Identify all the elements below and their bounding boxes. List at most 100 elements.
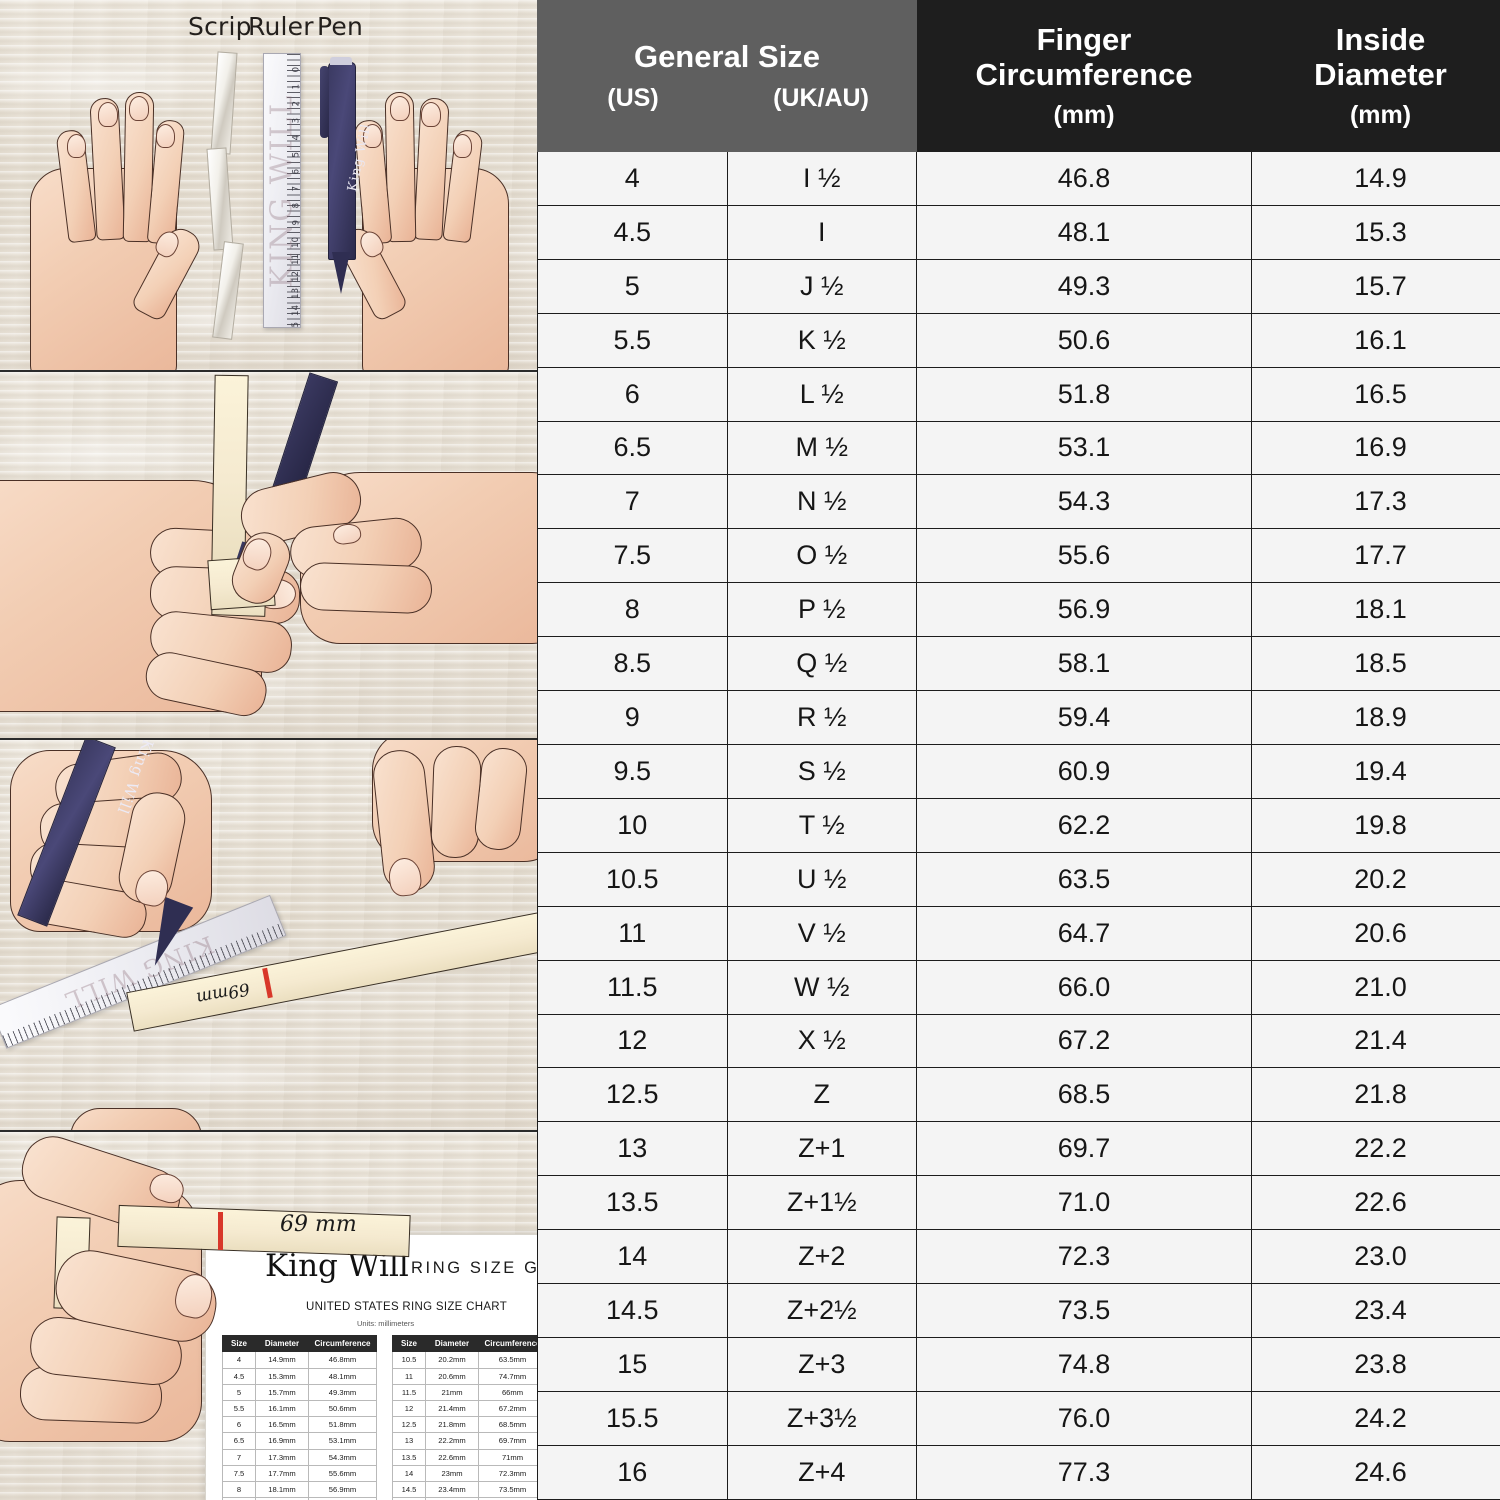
- cell-uk-au-size: Z+2: [726, 1229, 917, 1285]
- table-row: 8.5 Q ½ 58.1 18.5: [537, 636, 1500, 692]
- mini-table-row: 1523.8mm74.8mm: [392, 1497, 537, 1500]
- cell-circumference: 58.1: [916, 636, 1252, 692]
- mini-table-header-row: Size Diameter Circumference: [392, 1334, 537, 1353]
- cell-us-size: 10: [537, 797, 728, 853]
- mini-table-row: 11.5 21mm 66mm: [392, 1383, 537, 1401]
- mini-cell-circumference: 68.5mm: [478, 1416, 537, 1434]
- mini-cell-circumference: 72.3mm: [478, 1464, 537, 1482]
- cell-diameter: 22.6: [1251, 1175, 1500, 1231]
- mini-cell-circumference: 74.8mm: [478, 1497, 537, 1500]
- cell-circumference: 77.3: [916, 1444, 1252, 1500]
- cell-diameter: 21.8: [1251, 1067, 1500, 1123]
- fingernail: [67, 134, 86, 158]
- cell-us-size: 9: [537, 690, 728, 745]
- cell-uk-au-size: T ½: [726, 797, 917, 853]
- cell-us-size: 12: [537, 1013, 728, 1069]
- mini-cell-size: 7.5: [222, 1464, 256, 1482]
- hand-partial: [70, 1108, 202, 1132]
- cell-circumference: 71.0: [916, 1175, 1252, 1231]
- mini-cell-circumference: 55.6mm: [308, 1464, 377, 1482]
- table-row: 14.5 Z+2½ 73.5 23.4: [537, 1283, 1500, 1338]
- mini-cell-diameter: 14.9mm: [255, 1351, 309, 1369]
- cell-uk-au-size: Q ½: [726, 636, 917, 692]
- ruler-number: 9: [291, 220, 301, 226]
- table-row: 7.5 O ½ 55.6 17.7: [537, 528, 1500, 584]
- mini-cell-diameter: 17.7mm: [255, 1464, 309, 1482]
- mini-cell-circumference: 58.1mm: [308, 1497, 377, 1500]
- label-scrip: Scrip: [188, 12, 252, 41]
- table-row: 5.5 K ½ 50.6 16.1: [537, 312, 1500, 368]
- cell-us-size: 13: [537, 1121, 728, 1177]
- mini-cell-diameter: 16.9mm: [255, 1432, 309, 1450]
- mini-cell-size: 10.5: [392, 1351, 426, 1369]
- cell-circumference: 53.1: [916, 420, 1252, 476]
- cell-diameter: 21.0: [1251, 959, 1500, 1015]
- mini-cell-circumference: 50.6mm: [308, 1399, 377, 1418]
- cell-uk-au-size: L ½: [726, 366, 917, 422]
- mini-table-header-row: Size Diameter Circumference: [222, 1334, 377, 1353]
- cell-circumference: 54.3: [916, 474, 1252, 530]
- header-diameter-l2: Diameter: [1314, 57, 1447, 92]
- table-row: 13 Z+1 69.7 22.2: [537, 1121, 1500, 1177]
- cell-circumference: 55.6: [916, 528, 1252, 584]
- mini-cell-diameter: 17.3mm: [255, 1448, 309, 1466]
- cell-diameter: 18.9: [1251, 690, 1500, 745]
- mini-cell-circumference: 46.8mm: [308, 1351, 377, 1369]
- panel-wrap-strip: [0, 372, 537, 740]
- cell-uk-au-size: Z+4: [726, 1444, 917, 1500]
- cell-diameter: 19.8: [1251, 797, 1500, 853]
- mini-cell-circumference: 69.7mm: [478, 1432, 537, 1450]
- mini-cell-size: 12.5: [392, 1416, 426, 1434]
- cell-uk-au-size: O ½: [726, 528, 917, 584]
- mini-table-row: 8.518.5mm58.1mm: [222, 1497, 377, 1500]
- mini-col-size: Size: [222, 1334, 256, 1353]
- cell-us-size: 5: [537, 258, 728, 314]
- table-row: 10.5 U ½ 63.5 20.2: [537, 851, 1500, 907]
- fingernail: [363, 124, 382, 148]
- mini-cell-diameter: 16.5mm: [255, 1416, 309, 1434]
- panel-mark-and-measure: King Will 69mm KING WILL: [0, 740, 537, 1132]
- ruler-number: 11: [291, 254, 301, 265]
- table-row: 12.5 Z 68.5 21.8: [537, 1067, 1500, 1123]
- header-diameter-unit: (mm): [1349, 101, 1412, 130]
- fingernail: [453, 134, 472, 158]
- ruler-number: 7: [291, 186, 301, 192]
- mini-cell-diameter: 21.4mm: [425, 1399, 479, 1418]
- cell-circumference: 50.6: [916, 312, 1252, 368]
- mini-size-table-left: Size Diameter Circumference 4 14.9mm 46.8m…: [222, 1334, 377, 1500]
- table-row: 12 X ½ 67.2 21.4: [537, 1013, 1500, 1069]
- mini-cell-diameter: 23mm: [425, 1464, 479, 1482]
- pen-tip: [332, 252, 350, 294]
- header-us: (US): [607, 83, 659, 112]
- panel-divider: [0, 370, 537, 372]
- mini-table-row: 12 21.4mm 67.2mm: [392, 1399, 537, 1418]
- cell-circumference: 74.8: [916, 1336, 1252, 1392]
- table-row: 10 T ½ 62.2 19.8: [537, 797, 1500, 853]
- ruler-number: 15: [291, 322, 301, 328]
- mini-cell-size: 5: [222, 1383, 256, 1401]
- mini-cell-size: 5.5: [222, 1399, 256, 1418]
- header-finger-circumference: Finger Circumference (mm): [916, 0, 1252, 152]
- ruler-number: 1: [291, 84, 301, 90]
- guide-units: Units: millimeters: [357, 1319, 415, 1328]
- fingernail: [129, 96, 149, 121]
- mini-col-diam: Diameter: [425, 1334, 479, 1353]
- mini-table-row: 12.5 21.8mm 68.5mm: [392, 1416, 537, 1434]
- fingernail: [390, 96, 410, 121]
- pen-clip: [320, 66, 329, 138]
- cell-circumference: 63.5: [916, 851, 1252, 907]
- cell-us-size: 8.5: [537, 636, 728, 692]
- header-general-size-title: General Size: [633, 39, 821, 75]
- ruler-number: 10: [291, 237, 301, 248]
- mini-cell-diameter: 22.2mm: [425, 1432, 479, 1450]
- instruction-illustrations: Scrip Ruler Pen: [0, 0, 537, 1500]
- cell-uk-au-size: K ½: [726, 312, 917, 368]
- table-row: 4.5 I 48.1 15.3: [537, 204, 1500, 260]
- mini-cell-size: 8: [222, 1480, 256, 1499]
- mini-col-circ: Circumference: [308, 1334, 377, 1353]
- ruler: KING WILL 0 1 2 3 4 5 6 7 8 9 10 11 12 1…: [263, 53, 301, 328]
